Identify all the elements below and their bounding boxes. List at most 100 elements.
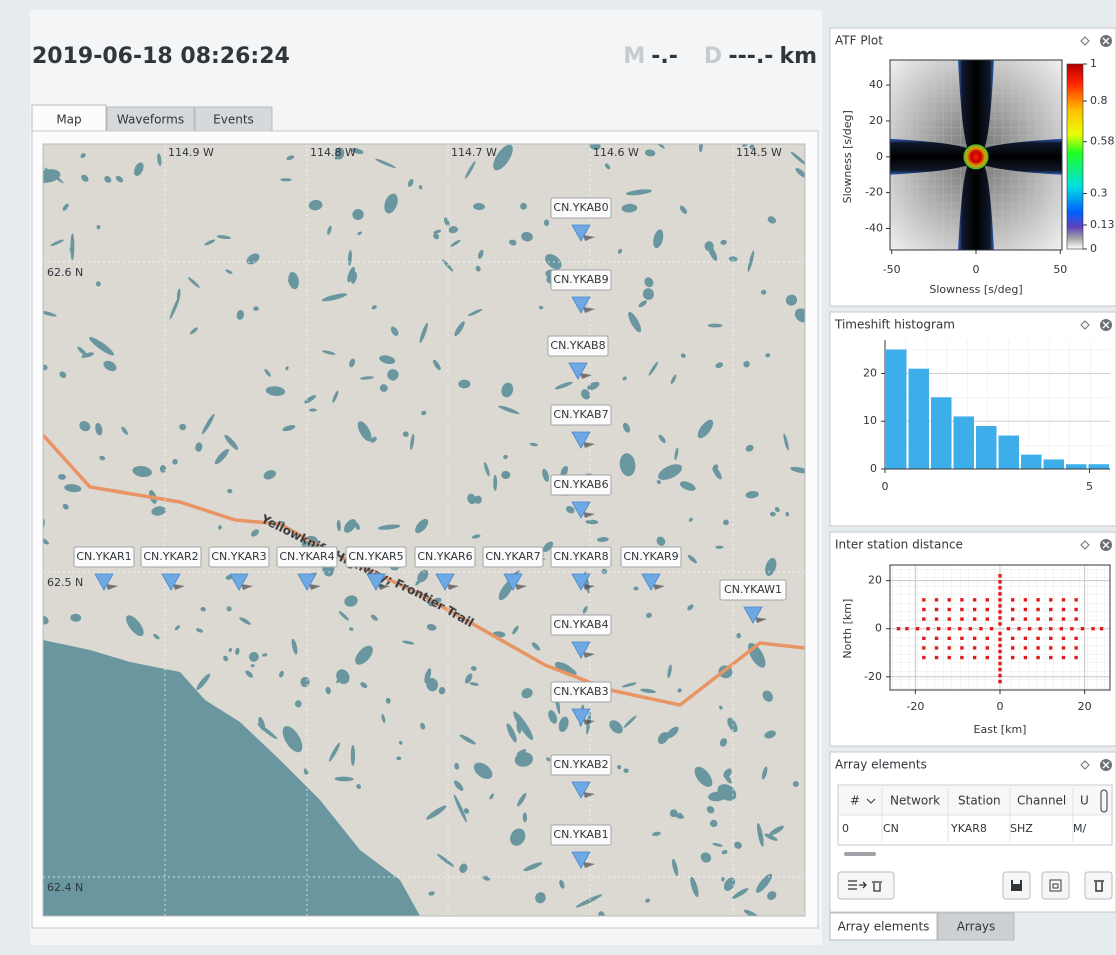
column-header[interactable]: #	[850, 794, 860, 808]
scatter-point	[998, 632, 1001, 635]
column-header[interactable]: Station	[958, 794, 1001, 808]
scatter-point	[1049, 598, 1052, 601]
y-tick-label: 0	[875, 622, 882, 635]
scatter-point	[922, 617, 925, 620]
x-axis-label: Slowness [s/deg]	[929, 283, 1022, 296]
x-tick-label: 20	[1078, 700, 1092, 713]
scatter-point	[998, 604, 1001, 607]
histogram-bar	[1021, 455, 1042, 469]
table-cell[interactable]: 0	[842, 822, 849, 835]
x-tick-label: 0	[997, 700, 1004, 713]
scatter-point	[998, 638, 1001, 641]
heatmap-peak	[963, 144, 989, 170]
station-label: CN.YKAR8	[553, 550, 608, 563]
scatter-point	[935, 637, 938, 640]
longitude-label: 114.7 W	[451, 146, 497, 159]
station-label: CN.YKAR4	[279, 550, 334, 563]
scatter-point	[998, 574, 1001, 577]
magnitude: -.-	[651, 44, 678, 69]
scatter-point	[1074, 656, 1077, 659]
map[interactable]: Yellowknife Highway; Frontier Trail 114.…	[34, 138, 812, 921]
scatter-point	[948, 608, 951, 611]
scatter-point	[973, 637, 976, 640]
scatter-point	[990, 627, 993, 630]
longitude-label: 114.5 W	[736, 146, 782, 159]
scatter-point	[960, 608, 963, 611]
x-tick-label: 5	[1086, 480, 1093, 493]
scatter-point	[897, 627, 900, 630]
scatter-point	[1062, 608, 1065, 611]
scatter-point	[1036, 656, 1039, 659]
scatter-point	[973, 646, 976, 649]
tab-label[interactable]: Map	[56, 113, 81, 127]
scatter-point	[986, 608, 989, 611]
scatter-point	[935, 656, 938, 659]
station-label: CN.YKAR7	[485, 550, 540, 563]
latitude-label: 62.5 N	[47, 576, 83, 589]
scatter-point	[998, 592, 1001, 595]
magnitude-label: M	[623, 44, 645, 69]
station-label: CN.YKAR5	[348, 550, 403, 563]
scatter-point	[998, 586, 1001, 589]
scatter-point	[960, 656, 963, 659]
x-tick-label: 0	[882, 480, 889, 493]
column-header[interactable]: Network	[890, 794, 940, 808]
tab-label[interactable]: Array elements	[838, 920, 930, 934]
table-cell[interactable]: M/	[1073, 822, 1086, 835]
y-tick-label: -20	[864, 670, 882, 683]
longitude-label: 114.6 W	[593, 146, 639, 159]
scatter-point	[1049, 637, 1052, 640]
table-cell[interactable]: SHZ	[1010, 822, 1033, 835]
x-axis-label: East [km]	[974, 723, 1027, 736]
scatter-point	[1011, 637, 1014, 640]
scatter-point	[922, 656, 925, 659]
colorbar-tick-label: 0.13	[1090, 218, 1115, 231]
scatter-point	[935, 646, 938, 649]
distance-label: D	[704, 44, 723, 69]
table-cell[interactable]: YKAR8	[950, 822, 987, 835]
column-header[interactable]: Channel	[1017, 794, 1066, 808]
x-tick-label: 0	[973, 263, 980, 276]
scatter-point	[1024, 637, 1027, 640]
colorbar	[1067, 64, 1083, 249]
histogram-bar	[931, 397, 952, 469]
scatter-point	[998, 656, 1001, 659]
scatter-point	[973, 608, 976, 611]
tab-label[interactable]: Arrays	[957, 920, 996, 934]
scatter-point	[1011, 617, 1014, 620]
scatter-point	[1062, 598, 1065, 601]
histogram-bar	[909, 369, 930, 469]
panel-title: Inter station distance	[835, 538, 963, 552]
station-label: CN.YKAB9	[553, 273, 608, 286]
scatter-point	[1038, 627, 1041, 630]
scatter-point	[973, 656, 976, 659]
scatter-point	[1011, 646, 1014, 649]
scatter-point	[1024, 656, 1027, 659]
horizontal-scrollbar[interactable]	[844, 852, 876, 856]
scatter-point	[998, 644, 1001, 647]
scatter-point	[1049, 617, 1052, 620]
table-cell[interactable]: CN	[883, 822, 899, 835]
histogram-bar	[886, 350, 907, 469]
column-header[interactable]: U	[1080, 794, 1089, 808]
scatter-point	[1074, 598, 1077, 601]
scatter-point	[969, 627, 972, 630]
scatter-point	[986, 656, 989, 659]
scatter-point	[937, 627, 940, 630]
station-label: CN.YKAR3	[211, 550, 266, 563]
scatter-point	[1074, 608, 1077, 611]
station-label: CN.YKAR1	[76, 550, 131, 563]
scatter-point	[1011, 598, 1014, 601]
distance-unit: km	[779, 44, 817, 69]
toolbar-button[interactable]	[1085, 872, 1112, 899]
scatter-point	[998, 674, 1001, 677]
longitude-label: 114.9 W	[168, 146, 214, 159]
toolbar-button[interactable]	[1042, 872, 1069, 899]
colorbar-tick-label: 1	[1090, 57, 1097, 70]
tab-label[interactable]: Waveforms	[117, 113, 184, 127]
latitude-label: 62.6 N	[47, 266, 83, 279]
tab-label[interactable]: Events	[213, 113, 254, 127]
scatter-point	[1036, 646, 1039, 649]
station-label: CN.YKAB0	[553, 201, 608, 214]
y-axis-label: North [km]	[841, 599, 854, 659]
